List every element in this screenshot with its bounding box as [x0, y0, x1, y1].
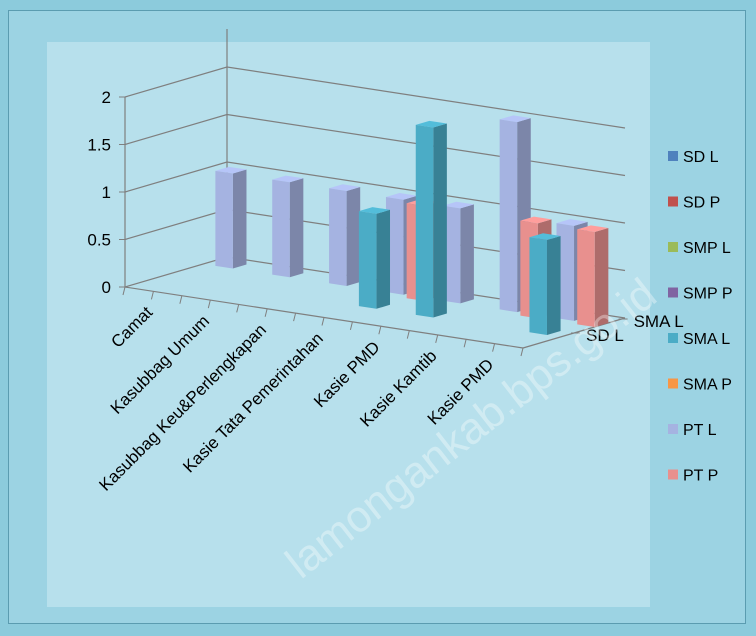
legend-swatch	[668, 469, 678, 480]
x-tick	[236, 304, 240, 313]
depth-label: SD L	[586, 326, 624, 345]
legend-label: SMA P	[683, 377, 732, 394]
legend-label: SD P	[683, 195, 720, 212]
legend-item: SMA L	[668, 331, 730, 348]
legend-item: SD P	[668, 195, 720, 212]
depth-label: SMA L	[634, 312, 684, 331]
y-tick-label: 0.5	[87, 231, 111, 250]
legend-item: PT L	[668, 422, 717, 439]
legend-label: SMA L	[683, 331, 730, 348]
x-tick	[406, 330, 410, 339]
y-tick-label: 2	[102, 88, 111, 107]
legend-item: SMA P	[668, 377, 732, 394]
x-tick	[122, 286, 126, 296]
legend-label: PT L	[683, 422, 717, 439]
legend-swatch	[668, 196, 678, 207]
legend-item: SD L	[668, 149, 719, 166]
legend-swatch	[668, 151, 678, 161]
bar	[415, 120, 447, 318]
x-tick	[520, 347, 524, 357]
bar	[442, 201, 474, 304]
legend-label: SMP P	[683, 286, 733, 303]
x-tick	[492, 343, 496, 352]
x-tick	[321, 317, 325, 326]
legend-item: PT P	[668, 468, 718, 485]
legend-swatch	[668, 333, 678, 343]
bar	[529, 233, 561, 335]
bar	[329, 184, 361, 286]
x-tick	[349, 321, 353, 330]
x-tick	[207, 299, 211, 309]
x-tick	[378, 326, 382, 335]
legend-swatch	[668, 378, 678, 389]
legend-label: SD L	[683, 149, 719, 166]
y-tick-label: 0	[102, 278, 111, 297]
bar	[577, 225, 609, 328]
legend-label: SMP L	[683, 240, 731, 257]
x-tick	[264, 308, 268, 317]
x-tick	[463, 339, 467, 348]
legend-item: SMP L	[668, 240, 731, 257]
y-tick-label: 1.5	[87, 136, 111, 155]
bar	[272, 175, 304, 278]
x-tick	[179, 295, 183, 304]
y-tick-label: 1	[102, 183, 111, 202]
legend-swatch	[668, 424, 678, 434]
bar	[215, 166, 247, 269]
bar	[358, 207, 391, 309]
legend-swatch	[668, 287, 678, 298]
x-tick	[150, 291, 154, 300]
legend-label: PT P	[683, 468, 718, 485]
x-tick	[435, 334, 439, 344]
legend-swatch	[668, 242, 678, 252]
x-tick	[293, 313, 297, 322]
legend-item: SMP P	[668, 286, 733, 303]
